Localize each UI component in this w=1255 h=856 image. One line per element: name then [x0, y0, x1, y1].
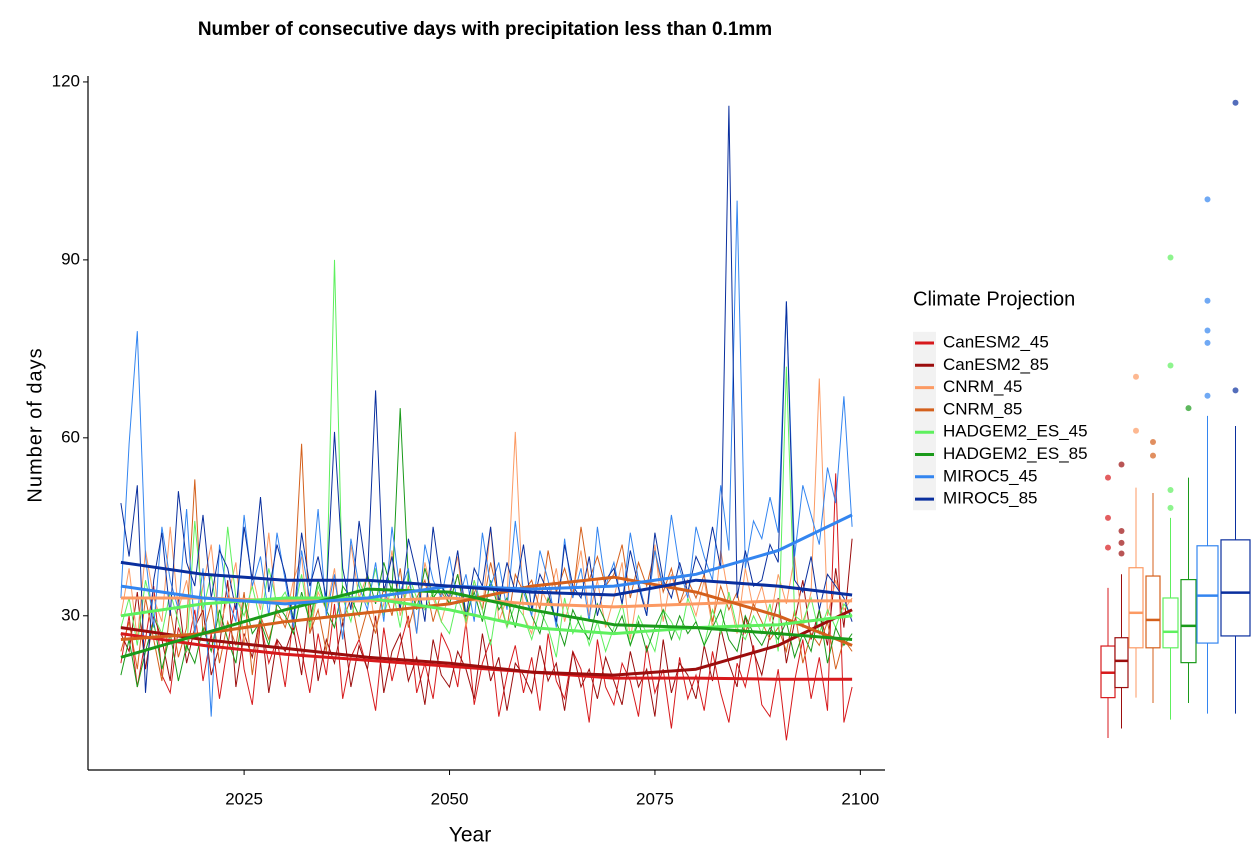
outlier	[1185, 405, 1192, 412]
x-tick-label: 2075	[636, 789, 674, 808]
outlier	[1133, 427, 1139, 434]
outlier	[1204, 297, 1211, 304]
y-tick-label: 30	[61, 605, 80, 624]
outlier	[1118, 550, 1125, 557]
outlier	[1105, 514, 1111, 521]
box	[1220, 539, 1251, 637]
trend-line	[120, 587, 853, 659]
outlier	[1167, 254, 1174, 261]
y-tick-label: 90	[61, 249, 80, 268]
trend-line	[120, 608, 853, 677]
y-tick-label: 60	[61, 427, 80, 446]
outlier	[1204, 339, 1211, 346]
box	[1145, 575, 1161, 649]
outlier	[1167, 504, 1174, 511]
series-line	[120, 473, 853, 741]
outlier	[1118, 461, 1125, 468]
chart-title: Number of consecutive days with precipit…	[198, 19, 772, 40]
legend-label: HADGEM2_ES_85	[943, 444, 1088, 463]
box	[1128, 567, 1144, 649]
x-tick-label: 2025	[225, 789, 263, 808]
box	[1114, 637, 1129, 689]
outlier	[1204, 327, 1211, 334]
outlier	[1133, 373, 1139, 380]
series-line	[120, 105, 853, 693]
legend-title: Climate Projection	[913, 288, 1075, 310]
x-tick-label: 2100	[841, 789, 879, 808]
outlier	[1105, 474, 1111, 481]
legend-label: MIROC5_45	[943, 466, 1037, 485]
outlier	[1118, 527, 1125, 534]
legend-label: CNRM_85	[943, 399, 1022, 418]
outlier	[1150, 452, 1156, 459]
x-axis-label: Year	[449, 824, 491, 847]
box	[1180, 578, 1197, 664]
legend-label: CNRM_45	[943, 377, 1022, 396]
trend-line	[120, 575, 853, 647]
y-axis-label: Number of days	[24, 347, 46, 502]
box	[1162, 597, 1179, 649]
outlier	[1167, 487, 1174, 494]
y-tick-label: 120	[52, 71, 80, 90]
outlier	[1167, 362, 1174, 369]
outlier	[1204, 392, 1211, 399]
outlier	[1105, 544, 1111, 551]
legend-label: HADGEM2_ES_45	[943, 422, 1088, 441]
legend-label: CanESM2_45	[943, 332, 1049, 351]
legend-label: MIROC5_85	[943, 489, 1037, 508]
outlier	[1232, 99, 1239, 106]
trend-line	[120, 560, 853, 597]
legend-key-background	[913, 331, 936, 511]
outlier	[1150, 438, 1156, 445]
legend-label: CanESM2_85	[943, 355, 1049, 374]
outlier	[1118, 539, 1125, 546]
outlier	[1204, 196, 1211, 203]
outlier	[1232, 387, 1239, 394]
x-tick-label: 2050	[431, 789, 469, 808]
